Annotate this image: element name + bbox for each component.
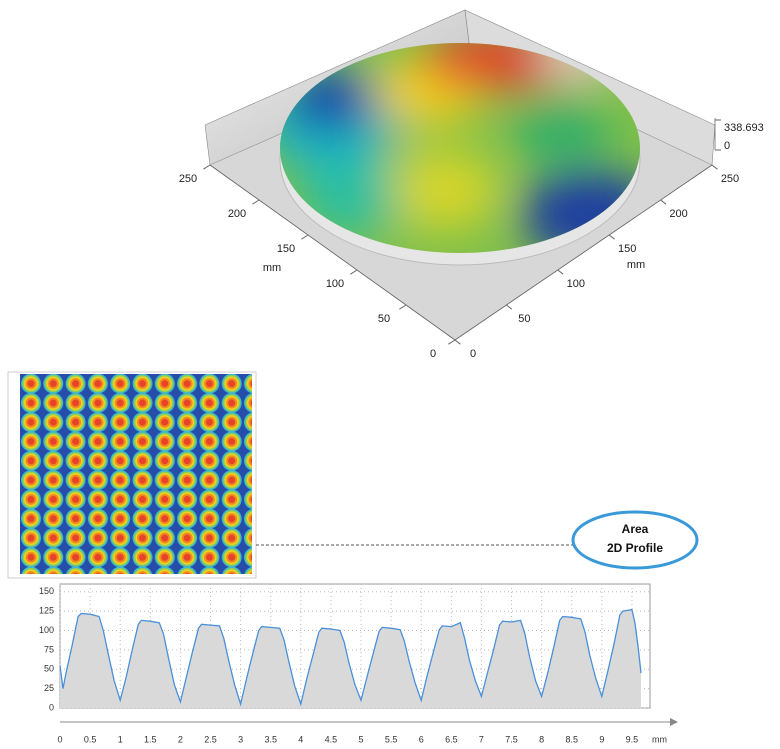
x-tick [448,340,455,344]
y-tick-label: 200 [669,208,687,220]
x-tick-label: 3 [238,734,243,744]
y-tick-label: 50 [518,313,530,325]
x-tick [203,165,210,169]
y-tick-label: 250 [721,173,739,185]
y-tick-label: 50 [44,664,54,674]
heatmap-image [20,374,252,574]
x-tick [252,200,259,204]
y-tick [712,165,717,169]
y-tick-label: 100 [39,625,54,635]
x-tick [301,235,308,239]
y-tick [506,305,511,309]
x-tick-label: 200 [228,208,246,220]
y-tick [558,270,563,274]
x-tick-label: 7 [479,734,484,744]
x-tick-label: 8 [539,734,544,744]
x-tick-label: 4 [298,734,303,744]
y-tick-label: 125 [39,606,54,616]
y-tick-label: 150 [39,586,54,596]
x-axis-arrowhead [670,718,678,726]
x-tick-label: 6.5 [445,734,458,744]
profile-area [60,610,641,708]
screenshot: Area 2D Profile 050100150200250050100150… [0,0,780,749]
y-tick-label: 75 [44,644,54,654]
x-tick [399,305,406,309]
callout [573,512,697,568]
callout-title: Area [622,522,649,536]
x-tick-label: 9 [599,734,604,744]
x-tick-label: 6 [419,734,424,744]
x-tick-label: 8.5 [565,734,578,744]
x-tick-label: 0 [430,348,436,360]
y-tick-label: 0 [49,702,54,712]
callout-subtitle: 2D Profile [607,541,663,555]
x-tick-label: 1.5 [144,734,157,744]
y-axis-label: mm [627,259,645,271]
y-tick-label: 100 [567,278,585,290]
area-heatmap [8,372,256,578]
x-axis-label: mm [652,734,667,744]
surface-plot [205,10,715,340]
x-tick-label: 1 [118,734,123,744]
y-tick-label: 150 [618,243,636,255]
x-tick-label: 3.5 [264,734,277,744]
y-tick [455,340,460,344]
x-tick-label: 5.5 [385,734,398,744]
x-tick-label: 7.5 [505,734,518,744]
x-axis-label: mm [263,262,281,274]
x-tick-label: 100 [326,278,344,290]
x-tick-label: 150 [277,243,295,255]
x-tick-label: 50 [378,313,390,325]
x-tick-label: 5 [359,734,364,744]
y-tick [661,200,666,204]
x-tick-label: 2.5 [204,734,217,744]
y-tick-label: 25 [44,683,54,693]
page: Area 2D Profile 050100150200250050100150… [0,0,780,749]
x-tick-label: 250 [179,173,197,185]
x-tick-label: 0.5 [84,734,97,744]
x-tick [350,270,357,274]
x-tick-label: 9.5 [626,734,639,744]
y-tick [609,235,614,239]
z-tick-label: 0 [724,140,730,152]
z-tick-label: 338.693 [724,122,764,134]
x-tick-label: 0 [57,734,62,744]
x-tick-label: 4.5 [325,734,338,744]
y-tick-label: 0 [470,348,476,360]
x-tick-label: 2 [178,734,183,744]
